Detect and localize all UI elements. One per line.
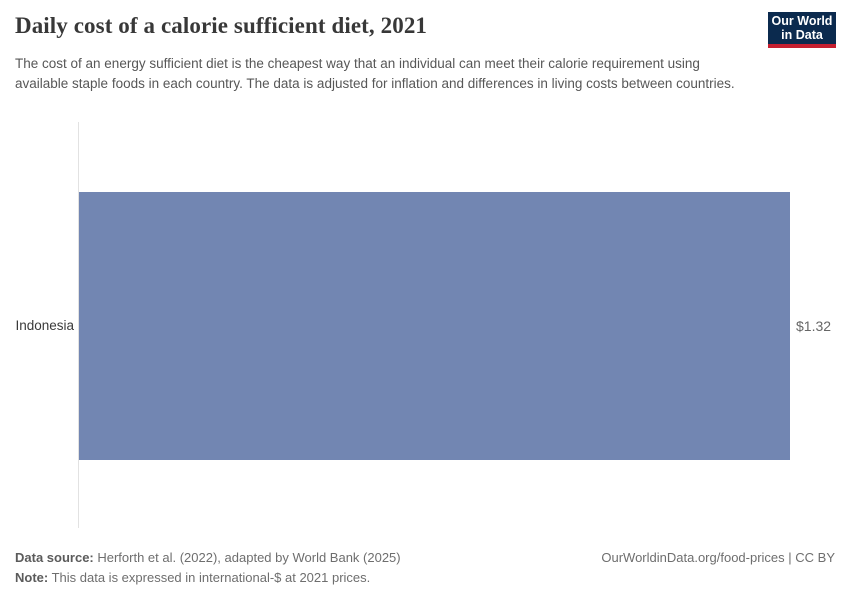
page-title: Daily cost of a calorie sufficient diet,… (15, 13, 428, 38)
credit-link[interactable]: OurWorldinData.org/food-prices | CC BY (601, 550, 835, 565)
y-axis-line (78, 122, 79, 528)
note-line: Note: This data is expressed in internat… (15, 568, 370, 588)
owid-logo-line2: in Data (781, 28, 823, 42)
bar-indonesia[interactable] (79, 192, 790, 460)
data-source-line: Data source: Herforth et al. (2022), ada… (15, 548, 401, 568)
owid-logo-line1: Our World (771, 14, 833, 28)
data-source-text: Herforth et al. (2022), adapted by World… (93, 550, 401, 565)
note-label: Note: (15, 570, 49, 585)
data-source-label: Data source: (15, 550, 94, 565)
owid-logo[interactable]: Our World in Data (768, 12, 836, 48)
note-text: This data is expressed in international-… (48, 570, 371, 585)
chart-subtitle: The cost of an energy sufficient diet is… (15, 56, 735, 91)
entity-label: Indonesia (15, 318, 74, 333)
value-label: $1.32 (796, 318, 832, 334)
